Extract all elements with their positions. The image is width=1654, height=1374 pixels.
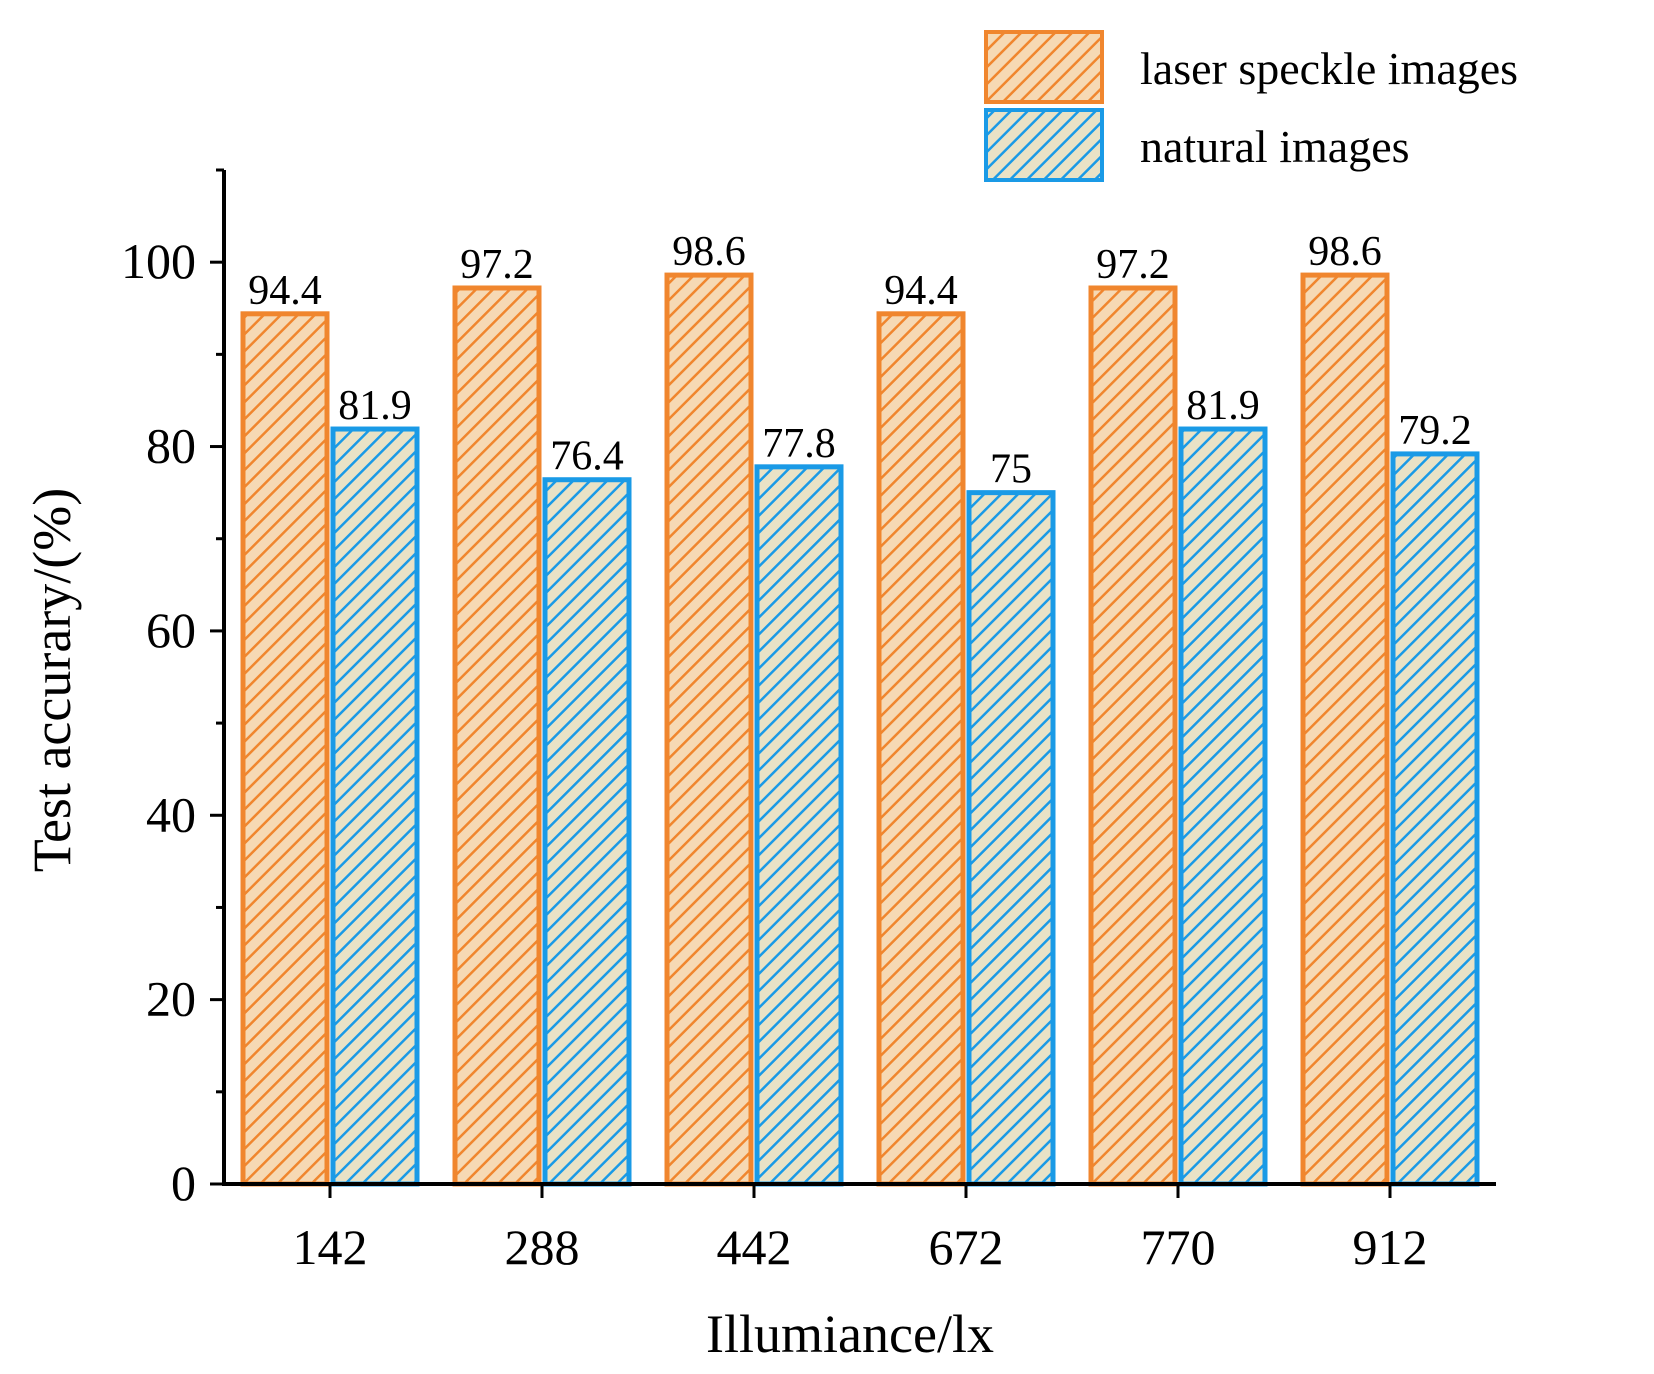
data-label-natural-770: 81.9: [1186, 383, 1260, 429]
x-tick-label: 442: [717, 1219, 792, 1275]
bar-natural-770: [1178, 426, 1268, 1187]
y-axis-title: Test accurary/(%): [22, 488, 82, 873]
x-tick-label: 770: [1141, 1219, 1216, 1275]
bar-laser-672: [876, 311, 966, 1187]
bar-natural-288: [542, 477, 632, 1187]
bar-laser-288: [452, 285, 542, 1187]
x-axis-title: Illumiance/lx: [706, 1304, 994, 1364]
x-tick-labels: 142 288 442 672 770 912: [293, 1219, 1428, 1275]
data-label-natural-142: 81.9: [338, 383, 412, 429]
y-tick-label: 20: [146, 971, 196, 1027]
bars-group: [240, 272, 1480, 1187]
data-label-laser-288: 97.2: [460, 242, 534, 288]
bar-laser-442: [664, 272, 754, 1187]
bar-laser-912: [1300, 272, 1390, 1187]
data-label-laser-770: 97.2: [1096, 242, 1170, 288]
data-label-natural-442: 77.8: [762, 421, 836, 467]
y-tick-label: 60: [146, 602, 196, 658]
bar-natural-672: [966, 490, 1056, 1187]
x-tick-label: 142: [293, 1219, 368, 1275]
x-tick-label: 672: [929, 1219, 1004, 1275]
y-tick-label: 40: [146, 786, 196, 842]
axes-group: [210, 168, 1496, 1198]
y-tick-label: 0: [171, 1155, 196, 1211]
legend-label-laser-speckle-images: laser speckle images: [1140, 43, 1518, 94]
y-tick-label: 80: [146, 418, 196, 474]
data-label-natural-288: 76.4: [550, 434, 624, 480]
data-labels-group: 94.4 81.9 97.2 76.4 98.6 77.8 94.4 75 97.2 81.9 98…: [248, 229, 1472, 493]
y-tick-labels: 0 20 40 60 80 100: [121, 233, 196, 1211]
data-label-natural-912: 79.2: [1398, 408, 1472, 454]
x-tick-label: 288: [505, 1219, 580, 1275]
y-tick-label: 100: [121, 233, 196, 289]
legend-label-natural-images: natural images: [1140, 121, 1410, 172]
bar-laser-770: [1088, 285, 1178, 1187]
legend-swatch-natural-images: [984, 108, 1104, 182]
data-label-laser-672: 94.4: [884, 268, 958, 314]
legend-swatch-laser-speckle-images: [984, 30, 1104, 104]
bar-natural-442: [754, 464, 844, 1187]
bar-natural-912: [1390, 451, 1480, 1187]
data-label-laser-142: 94.4: [248, 268, 322, 314]
data-label-laser-442: 98.6: [672, 229, 746, 275]
bar-natural-142: [330, 426, 420, 1187]
data-label-natural-672: 75: [990, 447, 1032, 493]
legend: laser speckle images natural images: [984, 30, 1518, 182]
data-label-laser-912: 98.6: [1308, 229, 1382, 275]
x-tick-label: 912: [1353, 1219, 1428, 1275]
bar-laser-142: [240, 311, 330, 1187]
